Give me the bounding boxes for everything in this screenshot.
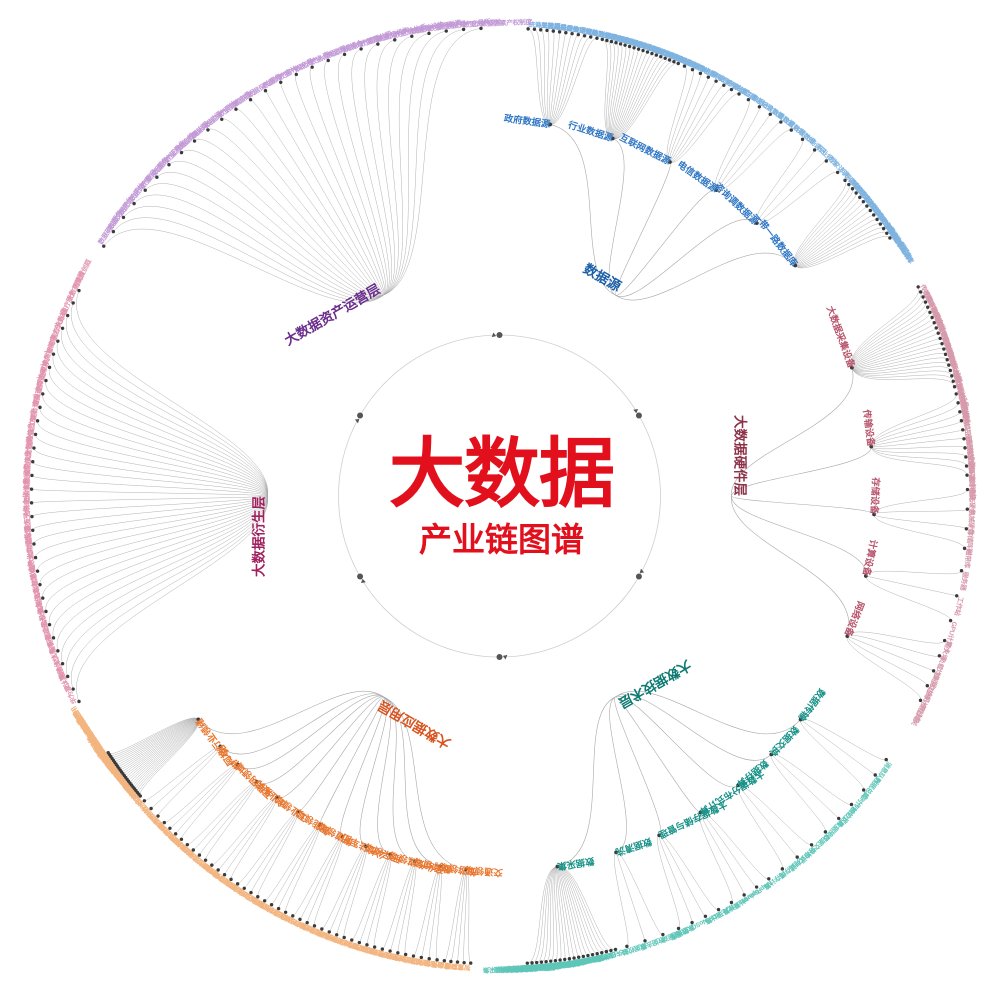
svg-text:产业链图谱: 产业链图谱 xyxy=(419,521,584,558)
svg-text:大数据衍生层: 大数据衍生层 xyxy=(251,496,267,577)
svg-text:存储设备: 存储设备 xyxy=(869,477,882,515)
svg-text:大数据硬件层: 大数据硬件层 xyxy=(733,415,749,496)
svg-text:大数据: 大数据 xyxy=(389,432,614,517)
